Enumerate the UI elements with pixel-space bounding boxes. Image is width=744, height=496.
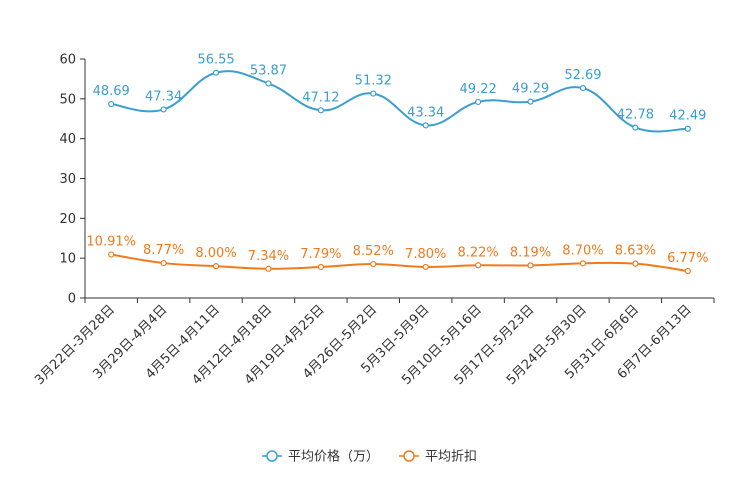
series-1-data-label: 43.34 xyxy=(407,105,444,120)
series-2-data-label: 8.00% xyxy=(195,246,236,261)
series-1-data-label: 47.34 xyxy=(145,89,182,104)
series-2-data-label: 8.52% xyxy=(353,244,394,259)
series-1-point xyxy=(475,98,482,106)
series-1-data-label: 49.29 xyxy=(512,82,549,97)
series-2-point xyxy=(579,260,587,267)
series-2-data-label: 7.79% xyxy=(300,247,341,262)
series-1-data-label: 53.87 xyxy=(250,63,287,78)
series-2-point xyxy=(160,259,167,267)
series-2-data-label: 6.77% xyxy=(667,251,708,266)
series-1-point xyxy=(422,122,429,129)
series-1-data-label: 42.49 xyxy=(669,109,706,124)
series-1-point xyxy=(317,107,324,114)
series-1-data-label: 49.22 xyxy=(460,82,497,97)
legend-label-1: 平均价格（万） xyxy=(288,449,379,465)
series-1-point xyxy=(632,124,639,131)
legend-marker-2 xyxy=(403,450,415,462)
series-2-data-label: 10.91% xyxy=(86,235,136,250)
series-1-data-label: 56.55 xyxy=(197,53,234,68)
legend-label-2: 平均折扣 xyxy=(425,450,477,465)
series-2-point xyxy=(527,262,534,269)
series-1-point xyxy=(108,100,115,108)
series-2-data-label: 8.63% xyxy=(615,244,656,259)
series-2-data-label: 8.19% xyxy=(510,245,551,260)
y-tick-label: 50 xyxy=(59,92,76,107)
series-2-data-label: 8.70% xyxy=(562,243,603,258)
y-tick-label: 10 xyxy=(59,252,76,267)
series-2-point xyxy=(632,260,639,267)
series-2-point xyxy=(370,260,377,268)
series-2-data-label: 8.22% xyxy=(457,245,498,260)
series-2-data-label: 7.80% xyxy=(405,247,446,262)
series-1-data-label: 47.12 xyxy=(302,90,339,105)
series-1-point xyxy=(579,85,587,92)
series-2-point xyxy=(317,263,324,271)
series-2-point xyxy=(422,263,429,271)
y-tick-label: 60 xyxy=(59,53,76,68)
series-1-data-label: 42.78 xyxy=(617,108,654,123)
series-1-data-label: 52.69 xyxy=(564,68,601,83)
series-1-point xyxy=(370,90,377,97)
series-2-point xyxy=(475,262,482,269)
legend-marker-1 xyxy=(266,450,278,462)
y-tick-label: 40 xyxy=(59,132,76,147)
series-2-point xyxy=(212,263,220,270)
y-tick-label: 20 xyxy=(59,212,76,227)
series-2-point xyxy=(684,267,691,275)
series-line-2 xyxy=(111,253,688,273)
series-1-point xyxy=(160,106,167,113)
series-1-data-label: 48.69 xyxy=(93,84,130,99)
series-2-point xyxy=(265,265,272,272)
series-1-point xyxy=(212,69,220,76)
series-1-data-label: 51.32 xyxy=(355,74,392,89)
y-tick-label: 0 xyxy=(68,292,76,307)
series-1-point xyxy=(265,80,272,87)
series-2-point xyxy=(108,251,115,258)
series-2-data-label: 8.77% xyxy=(143,243,184,258)
series-1-point xyxy=(684,125,691,132)
y-tick-label: 30 xyxy=(59,172,76,187)
series-2-data-label: 7.34% xyxy=(248,249,289,264)
series-line-1 xyxy=(111,70,688,133)
series-1-point xyxy=(527,98,534,105)
